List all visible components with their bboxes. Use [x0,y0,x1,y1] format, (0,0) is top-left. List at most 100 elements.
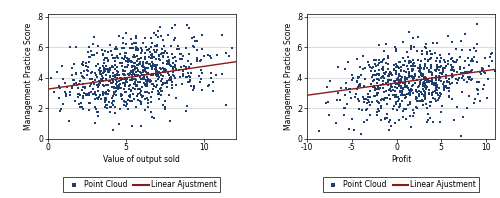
Point [75,92,83,96]
Point [396,81,404,84]
Point [121,90,129,93]
Point [384,67,392,70]
Point [380,117,388,120]
Point [150,85,158,88]
Point [134,73,141,76]
Point [142,83,150,86]
Point [369,86,377,89]
Point [136,99,144,103]
Point [364,60,372,64]
Point [402,84,410,87]
Point [366,70,374,73]
Point [140,68,148,71]
Point [94,44,102,47]
Point [380,99,388,102]
Point [150,116,158,119]
Point [213,53,221,56]
Point [160,67,168,70]
Point [417,67,425,70]
Point [430,91,438,94]
Point [410,84,418,87]
Point [448,60,456,63]
Point [343,102,351,105]
Point [207,72,215,75]
Point [107,49,115,52]
Point [142,67,150,70]
Point [142,48,150,51]
Point [416,70,424,73]
Point [437,92,445,96]
Point [463,80,471,83]
Point [148,65,156,69]
Point [453,81,461,84]
Point [120,57,128,60]
Point [60,90,68,94]
Point [138,48,146,51]
Point [134,87,142,90]
Point [418,84,426,87]
Point [404,55,412,58]
Point [72,46,80,49]
Point [142,56,150,59]
Point [120,104,128,107]
Point [433,42,441,45]
Point [440,81,448,84]
Point [416,65,424,68]
Point [152,74,160,77]
Point [391,93,399,96]
Point [344,127,352,130]
Point [423,106,431,109]
Point [380,73,388,76]
Point [142,84,150,88]
Point [412,96,420,99]
Point [400,69,407,72]
Point [104,80,112,83]
Point [116,108,124,111]
Point [55,97,63,100]
Point [96,70,104,73]
Point [106,70,114,74]
Point [146,79,154,82]
Point [474,80,482,84]
Point [112,45,120,48]
Point [390,63,398,66]
Point [198,78,205,81]
Point [68,78,76,82]
Point [447,69,455,72]
Point [158,77,166,80]
Point [464,76,472,79]
Point [391,95,399,98]
Point [344,61,352,64]
Point [334,98,342,101]
Point [64,85,72,88]
Point [399,63,407,66]
Point [142,82,150,85]
Point [420,80,428,83]
Point [90,54,98,57]
Point [408,69,416,72]
Point [108,85,116,89]
Point [102,68,110,71]
Point [418,72,426,76]
Point [62,95,70,98]
Point [78,74,86,77]
Point [115,122,123,125]
Point [66,46,74,49]
Point [430,83,438,86]
Point [400,75,408,79]
Point [132,34,140,37]
Point [412,89,420,92]
Point [382,102,390,105]
Point [185,52,193,55]
Point [425,80,433,83]
Point [114,70,122,73]
Point [133,95,141,98]
Point [394,84,402,87]
Point [182,68,190,71]
Point [444,89,452,92]
Point [445,78,453,81]
Point [123,57,131,60]
Point [100,67,108,70]
Point [432,65,440,68]
Point [393,65,401,68]
